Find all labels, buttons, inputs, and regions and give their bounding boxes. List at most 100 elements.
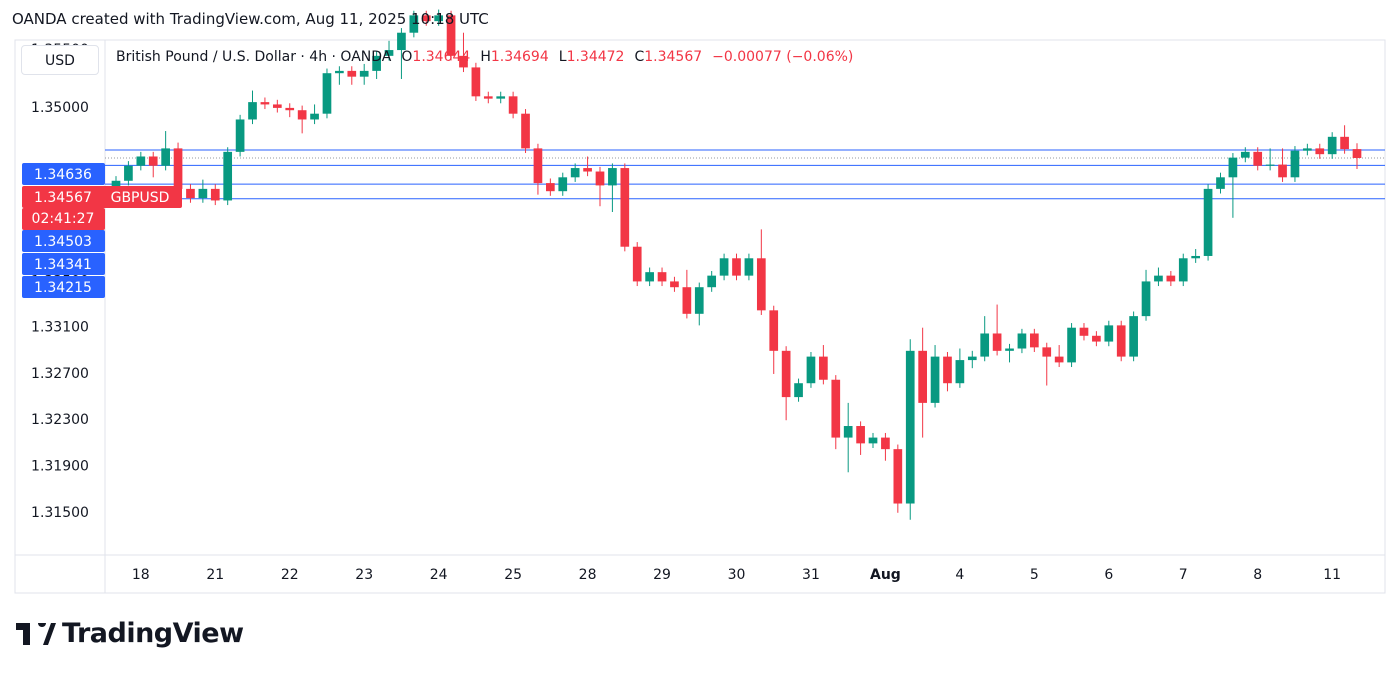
candle-body xyxy=(570,168,580,178)
candle-body xyxy=(694,287,704,314)
y-tick-label: 1.32300 xyxy=(31,412,89,428)
x-tick-label: 29 xyxy=(653,567,671,583)
candle-body xyxy=(558,177,568,192)
candle-body xyxy=(620,168,630,247)
candle-body xyxy=(1005,348,1014,351)
y-tick-label: 1.35000 xyxy=(31,100,89,116)
candle-body xyxy=(446,15,456,56)
candle-body xyxy=(409,15,419,33)
candle-body xyxy=(1216,177,1225,189)
candle-body xyxy=(719,258,729,276)
level-tag: 1.34503 xyxy=(34,234,92,250)
candle-body xyxy=(521,113,530,149)
candle-body xyxy=(1042,347,1052,357)
candle-body xyxy=(657,272,667,282)
legend-title: British Pound / U.S. Dollar · 4h · OANDA xyxy=(116,49,392,65)
candle-body xyxy=(136,156,146,166)
x-tick-label: 28 xyxy=(579,567,597,583)
logo-icon xyxy=(16,622,56,645)
level-tag: 1.34341 xyxy=(34,257,92,273)
candle-body xyxy=(583,168,592,172)
candle-body xyxy=(335,70,344,74)
y-tick-label: 1.33100 xyxy=(31,320,89,336)
candle-body xyxy=(856,426,865,444)
x-tick-label: 24 xyxy=(430,567,448,583)
candle-body xyxy=(1290,150,1300,178)
candle-body xyxy=(546,183,555,192)
candle-body xyxy=(198,188,208,199)
candle-body xyxy=(881,437,890,450)
level-tag-bg xyxy=(22,276,105,298)
candle-body xyxy=(781,350,791,398)
x-tick-label: 6 xyxy=(1104,567,1113,583)
candle-body xyxy=(645,272,654,282)
candle-body xyxy=(732,258,741,276)
ohlc-value: 1.34567 xyxy=(644,49,703,65)
candle-body xyxy=(893,449,903,504)
last-price-tag: 1.34567 xyxy=(34,190,92,206)
candle-body xyxy=(843,426,853,438)
candle-body xyxy=(384,50,394,56)
candle-body xyxy=(967,356,977,361)
candle-body xyxy=(1265,164,1275,166)
candle-body xyxy=(1278,164,1287,178)
logo: TradingView xyxy=(16,618,244,649)
countdown: 02:41:27 xyxy=(32,211,95,227)
candle-body xyxy=(1340,136,1349,150)
ohlc-value: 1.34694 xyxy=(490,49,549,65)
level-tag: 1.34636 xyxy=(34,167,92,183)
candle-body xyxy=(670,281,679,288)
candle-body xyxy=(918,350,927,403)
x-tick-label: 5 xyxy=(1030,567,1039,583)
candle-body xyxy=(1154,275,1163,282)
ohlc-key: L xyxy=(558,49,567,65)
x-tick-label: 22 xyxy=(281,567,299,583)
ohlc-key: O xyxy=(401,49,413,65)
candle-body xyxy=(1129,316,1138,357)
candle-body xyxy=(1054,356,1064,363)
candle-body xyxy=(359,70,369,77)
ohlc-key: H xyxy=(480,49,491,65)
candle-body xyxy=(1017,333,1027,349)
x-tick-label: 7 xyxy=(1179,567,1188,583)
candle-body xyxy=(434,15,444,22)
candle-body xyxy=(496,96,506,99)
candle-body xyxy=(1315,148,1325,155)
x-tick-label: 4 xyxy=(955,567,964,583)
candle-body xyxy=(943,356,952,384)
level-tag-bg xyxy=(22,230,105,252)
candle-body xyxy=(905,350,915,504)
candle-body xyxy=(1191,255,1201,259)
candle-body xyxy=(955,360,965,384)
candle-body xyxy=(868,437,878,444)
currency-button[interactable]: USD xyxy=(21,45,99,75)
candle-body xyxy=(1352,149,1362,158)
candle-body xyxy=(992,333,1002,351)
change: −0.00077 (−0.06%) xyxy=(712,49,854,65)
candle-body xyxy=(980,333,990,357)
candle-body xyxy=(397,32,406,51)
candle-body xyxy=(806,356,816,384)
created-note: OANDA created with TradingView.com, Aug … xyxy=(12,10,489,28)
x-tick-label: 21 xyxy=(206,567,224,583)
level-tag: 1.34215 xyxy=(34,280,92,296)
x-tick-label: 18 xyxy=(132,567,150,583)
ohlc-value: 1.34644 xyxy=(412,49,471,65)
candle-body xyxy=(831,379,841,438)
candle-body xyxy=(285,107,295,111)
candle-body xyxy=(124,165,133,181)
candle-body xyxy=(459,55,468,68)
candle-body xyxy=(1228,157,1238,178)
candle-body xyxy=(372,55,381,71)
candle-body xyxy=(421,15,431,22)
candle-body xyxy=(632,246,642,282)
candle-body xyxy=(1104,325,1114,342)
x-tick-label: Aug xyxy=(870,567,901,583)
candle-body xyxy=(608,168,617,186)
candle-body xyxy=(297,110,307,120)
candle-body xyxy=(471,67,481,97)
candle-body xyxy=(707,275,717,288)
candle-body xyxy=(310,113,319,120)
candle-body xyxy=(1092,335,1101,342)
